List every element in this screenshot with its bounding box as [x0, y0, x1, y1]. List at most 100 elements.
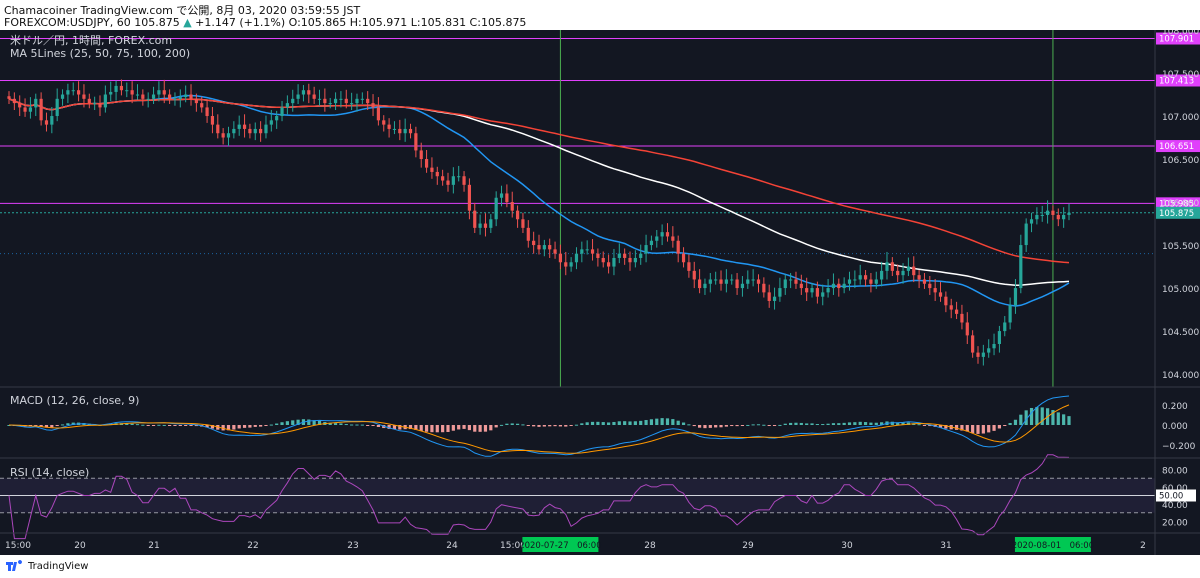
- macd-histogram-bar: [762, 424, 766, 426]
- macd-histogram-bar: [451, 425, 455, 431]
- macd-histogram-bar: [210, 425, 215, 429]
- macd-histogram-bar: [515, 423, 520, 425]
- candle-body: [205, 107, 209, 117]
- candle-body: [119, 85, 124, 91]
- macd-histogram-bar: [398, 425, 402, 430]
- candle-body: [623, 253, 627, 258]
- y-tick-label: 106.000: [1162, 199, 1199, 209]
- candle-body: [141, 94, 145, 99]
- macd-histogram-bar: [960, 425, 964, 431]
- macd-histogram-bar: [307, 419, 311, 425]
- x-tick-label: 2: [1140, 541, 1146, 551]
- macd-histogram-bar: [441, 425, 445, 433]
- candle-body: [992, 343, 996, 349]
- x-tick-label: 30: [841, 541, 853, 551]
- candle-body: [403, 128, 407, 134]
- macd-histogram-bar: [296, 419, 300, 425]
- candle-body: [842, 283, 846, 289]
- candle-body: [606, 262, 611, 267]
- candle-body: [103, 94, 107, 108]
- macd-histogram-bar: [157, 424, 161, 426]
- macd-histogram-bar: [810, 423, 814, 425]
- candle-body: [168, 94, 172, 99]
- macd-histogram-bar: [366, 425, 370, 426]
- candle-body: [821, 292, 825, 297]
- last-price: 105.875: [134, 16, 180, 29]
- chart-legend-title: 米ドル／円, 1時間, FOREX.com: [10, 34, 172, 47]
- macd-histogram-bar: [698, 425, 702, 428]
- macd-histogram-bar: [505, 423, 509, 425]
- macd-histogram-bar: [601, 422, 605, 425]
- macd-histogram-bar: [275, 423, 279, 425]
- candle-body: [746, 279, 750, 284]
- candle-body: [98, 103, 102, 108]
- macd-histogram-bar: [756, 424, 761, 426]
- candle-body: [521, 219, 525, 228]
- macd-histogram-bar: [392, 425, 397, 430]
- candle-body: [296, 94, 300, 99]
- macd-histogram-bar: [644, 420, 648, 425]
- candle-body: [869, 279, 873, 284]
- price-level-tag: [1156, 32, 1200, 45]
- price-level-label: 107.901: [1159, 35, 1194, 45]
- y-tick-label: 105.000: [1162, 285, 1199, 295]
- candle-body: [735, 279, 739, 289]
- macd-histogram-bar: [858, 421, 862, 425]
- macd-histogram-bar: [794, 422, 798, 425]
- candle-body: [698, 279, 702, 289]
- macd-tick-label: 0.000: [1162, 422, 1188, 432]
- macd-histogram-bar: [1056, 412, 1060, 425]
- macd-histogram-bar: [976, 425, 980, 434]
- macd-histogram-bar: [499, 424, 504, 426]
- candle-body: [933, 288, 937, 293]
- candle-body: [671, 236, 675, 241]
- macd-tick-label: 0.200: [1162, 402, 1188, 412]
- macd-histogram-bar: [971, 425, 975, 434]
- candle-body: [1045, 210, 1050, 215]
- price-level-tag: [1156, 74, 1200, 87]
- candle-body: [564, 262, 568, 267]
- macd-histogram-bar: [494, 425, 498, 428]
- brand-name: TradingView: [28, 560, 89, 572]
- macd-histogram-bar: [435, 425, 439, 433]
- macd-histogram-bar: [928, 425, 932, 427]
- change-arrow-icon: ▲: [183, 16, 192, 29]
- macd-histogram-bar: [655, 418, 659, 425]
- candle-body: [515, 210, 520, 220]
- macd-histogram-bar: [772, 425, 777, 426]
- candle-body: [7, 96, 11, 99]
- macd-legend: MACD (12, 26, close, 9): [10, 394, 139, 407]
- macd-histogram-bar: [590, 421, 595, 425]
- macd-histogram-bar: [473, 425, 477, 432]
- candle-body: [76, 90, 81, 95]
- macd-histogram-bar: [194, 425, 198, 427]
- macd-histogram-bar: [360, 424, 364, 426]
- chart-panel[interactable]: 107.901 107.413 106.651 105.985 105.875 0.20…: [0, 27, 1200, 555]
- brand-logo[interactable]: TradingView: [6, 560, 88, 572]
- candle-body: [783, 279, 787, 289]
- candle-body: [34, 98, 38, 108]
- candle-body: [366, 98, 370, 104]
- macd-histogram-bar: [333, 423, 338, 425]
- candle-body: [1013, 288, 1018, 306]
- macd-histogram-bar: [312, 420, 316, 425]
- macd-histogram-bar: [39, 425, 43, 427]
- candle-body: [451, 176, 455, 185]
- macd-histogram-bar: [350, 424, 354, 426]
- macd-histogram-bar: [558, 425, 563, 427]
- macd-histogram-bar: [1040, 407, 1044, 425]
- candle-body: [901, 270, 905, 276]
- y-tick-label: 104.500: [1162, 328, 1199, 338]
- candle-body: [301, 90, 306, 95]
- candle-body: [398, 128, 402, 134]
- candle-body: [280, 107, 284, 117]
- macd-histogram-bar: [815, 424, 819, 426]
- macd-histogram-bar: [896, 422, 900, 425]
- candle-body: [938, 292, 943, 297]
- candle-body: [1003, 322, 1007, 332]
- macd-histogram-bar: [1024, 410, 1028, 425]
- candle-body: [639, 253, 643, 258]
- candle-body: [954, 309, 959, 314]
- macd-histogram-bar: [457, 425, 461, 430]
